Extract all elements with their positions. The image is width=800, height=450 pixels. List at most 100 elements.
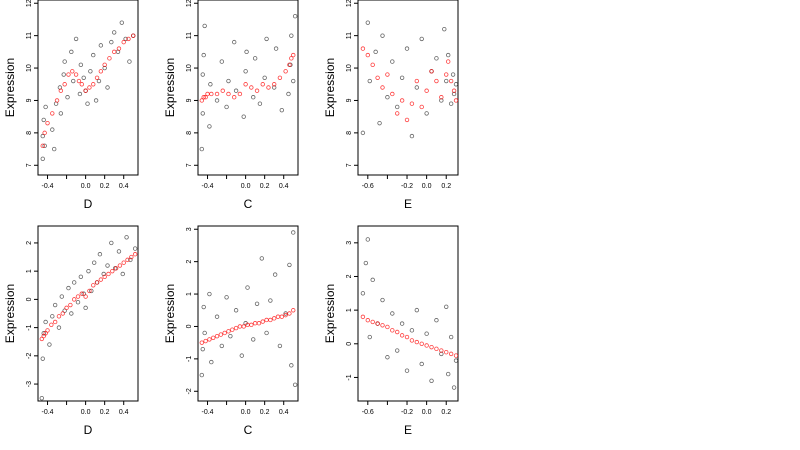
fitted-point (106, 271, 111, 277)
plot-frame (197, 0, 299, 176)
observed-point (233, 308, 239, 313)
fitted-point (110, 268, 115, 274)
y-axis-label: Expression (163, 284, 177, 343)
fitted-point (231, 95, 237, 100)
fitted-point (117, 263, 123, 268)
x-axis-label: C (244, 197, 253, 211)
observed-point (98, 43, 104, 48)
observed-point (86, 268, 91, 274)
fitted-point (453, 98, 458, 103)
fitted-point (129, 254, 134, 260)
observed-point (39, 395, 45, 401)
fitted-point (365, 318, 371, 323)
observed-point (257, 101, 263, 106)
observed-point (262, 75, 267, 80)
fitted-point (83, 294, 88, 299)
y-tick-label: -1 (26, 324, 33, 330)
fitted-point (390, 91, 395, 97)
fitted-point (375, 321, 380, 326)
fitted-point (260, 319, 265, 324)
observed-point (367, 334, 372, 340)
y-tick-label: -1 (186, 356, 193, 362)
fitted-point (279, 314, 285, 319)
fitted-point (207, 337, 212, 342)
x-tick-label: 0.4 (279, 409, 289, 416)
observed-point (91, 260, 97, 265)
observed-point (40, 156, 45, 161)
points-layer (360, 20, 458, 139)
points-layer (40, 20, 136, 161)
observed-point (219, 59, 225, 64)
observed-point (370, 277, 375, 283)
fitted-point (66, 72, 71, 77)
observed-point (254, 301, 260, 306)
observed-point (292, 14, 298, 19)
x-tick-label: 0.4 (119, 409, 129, 416)
observed-point (56, 325, 62, 330)
fitted-point (260, 82, 265, 87)
fitted-point (451, 88, 457, 93)
observed-point (71, 280, 77, 285)
panel-3: -0.6 -0.2 0.0 0.2 7 8 9 10 11 12 E Expression (323, 0, 459, 211)
observed-point (287, 262, 292, 268)
fitted-point (49, 322, 54, 327)
observed-point (127, 59, 132, 64)
observed-point (434, 318, 439, 323)
observed-point (75, 300, 81, 305)
y-tick-label: 2 (26, 241, 33, 245)
fitted-point (283, 69, 288, 74)
observed-point (202, 23, 207, 29)
x-tick-label: 0.2 (441, 183, 451, 190)
observed-point (52, 302, 58, 308)
observed-point (78, 62, 84, 68)
fitted-point (87, 288, 92, 294)
observed-point (116, 249, 122, 254)
fitted-point (277, 75, 283, 80)
fitted-point (116, 46, 122, 51)
y-tick-label: 3 (346, 241, 353, 245)
x-tick-label: 0.2 (100, 183, 110, 190)
fitted-point (45, 328, 50, 333)
y-tick-label: 7 (186, 163, 193, 167)
observed-point (43, 319, 48, 325)
y-tick-label: 2 (346, 274, 353, 278)
observed-point (442, 26, 447, 32)
fitted-point (79, 82, 85, 87)
points-layer (360, 237, 458, 390)
y-tick-label: 0 (346, 342, 353, 346)
fitted-point (439, 95, 444, 100)
observed-point (453, 82, 458, 87)
observed-point (363, 260, 369, 266)
x-axis-label: D (84, 423, 93, 437)
observed-point (399, 75, 405, 80)
x-tick-label: -0.4 (201, 409, 213, 416)
fitted-point (199, 340, 205, 345)
observed-point (109, 240, 114, 246)
y-tick-label: -1 (346, 374, 353, 380)
observed-point (360, 291, 366, 296)
observed-point (119, 20, 125, 25)
fitted-point (444, 72, 449, 77)
fitted-point (395, 329, 400, 335)
observed-point (71, 78, 76, 84)
x-axis-label: D (84, 197, 93, 211)
observed-point (224, 104, 229, 110)
observed-point (444, 78, 449, 84)
observed-point (224, 295, 229, 300)
fitted-point (448, 78, 454, 84)
observed-point (40, 133, 45, 139)
fitted-point (205, 91, 210, 97)
observed-point (424, 111, 429, 116)
plot-frame (197, 225, 299, 402)
observed-point (404, 368, 410, 373)
observed-point (409, 133, 415, 139)
fitted-point (201, 95, 206, 100)
fitted-point (113, 266, 119, 271)
x-tick-label: 0.0 (241, 409, 251, 416)
panel-5: -0.4 0.0 0.2 0.4 -2 -1 0 1 2 3 C Expression (163, 225, 299, 437)
observed-point (373, 49, 378, 55)
fitted-point (237, 324, 243, 329)
x-tick-label: 0.2 (260, 409, 270, 416)
observed-point (93, 98, 99, 103)
observed-point (200, 72, 205, 77)
